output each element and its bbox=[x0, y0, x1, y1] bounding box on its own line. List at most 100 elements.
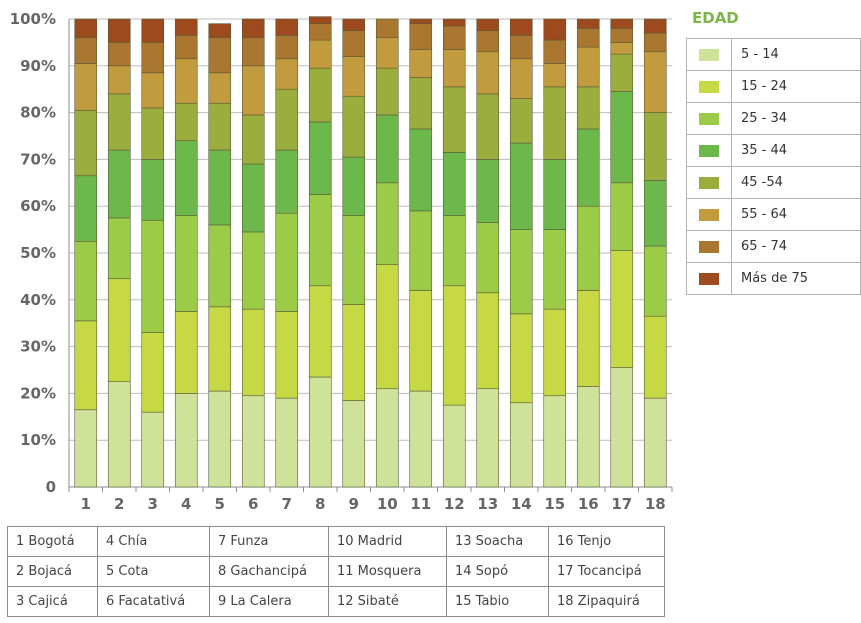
x-tick-label: 13 bbox=[477, 495, 498, 513]
bar-segment bbox=[375, 18, 399, 39]
bar-segment bbox=[509, 18, 533, 36]
bar-segment bbox=[107, 42, 131, 67]
city-cell: 2 Bojacá bbox=[7, 556, 98, 587]
legend-entry: 45 -54 bbox=[686, 166, 861, 199]
bar-segment bbox=[442, 404, 466, 488]
city-cell: 9 La Calera bbox=[209, 586, 329, 617]
bar-segment bbox=[375, 67, 399, 116]
legend-label: 45 -54 bbox=[731, 166, 861, 199]
city-cell: 15 Tabio bbox=[446, 586, 549, 617]
legend-entry: 15 - 24 bbox=[686, 70, 861, 103]
legend-swatch-cell bbox=[686, 230, 732, 263]
city-row: 3 Cajicá 6 Facatativá 9 La Calera 12 Sibaté… bbox=[7, 586, 665, 617]
x-tick-label: 14 bbox=[511, 495, 532, 513]
bar-segment bbox=[74, 320, 98, 411]
bar-segment bbox=[643, 112, 667, 181]
bar-segment bbox=[208, 23, 232, 39]
bar-segment bbox=[141, 159, 165, 221]
city-cell: 17 Tocancipá bbox=[548, 556, 665, 587]
bar-segment bbox=[409, 23, 433, 50]
bar-segment bbox=[208, 306, 232, 392]
bar-segment bbox=[308, 285, 332, 378]
bar-segment bbox=[610, 91, 634, 184]
bar-segment bbox=[308, 39, 332, 69]
bar-segment bbox=[241, 37, 265, 67]
bar-segment bbox=[543, 18, 567, 41]
city-cell: 7 Funza bbox=[209, 526, 329, 557]
bar-segment bbox=[107, 217, 131, 280]
legend-swatch bbox=[699, 112, 719, 125]
legend-swatch bbox=[699, 176, 719, 189]
city-row: 1 Bogotá 4 Chía 7 Funza 10 Madrid 13 Soacha 1… bbox=[7, 526, 665, 557]
bar-segment bbox=[275, 18, 299, 36]
city-cell: 5 Cota bbox=[97, 556, 210, 587]
bar-segment bbox=[342, 18, 366, 31]
city-cell: 14 Sopó bbox=[446, 556, 549, 587]
bar-segment bbox=[141, 107, 165, 160]
legend-swatch bbox=[699, 240, 719, 253]
bar-segment bbox=[409, 18, 433, 24]
y-tick-label: 40% bbox=[20, 291, 56, 309]
legend-swatch-cell bbox=[686, 102, 732, 135]
bar-segment bbox=[107, 381, 131, 488]
bar-segment bbox=[308, 376, 332, 488]
bar-segment bbox=[643, 245, 667, 317]
bar-segment bbox=[409, 77, 433, 130]
bar-segment bbox=[241, 231, 265, 310]
y-tick-label: 70% bbox=[20, 150, 56, 168]
bar-segment bbox=[476, 159, 500, 223]
legend-swatch bbox=[699, 144, 719, 157]
bar-segment bbox=[610, 18, 634, 29]
x-tick-label: 2 bbox=[114, 495, 124, 513]
city-key-table: 1 Bogotá 4 Chía 7 Funza 10 Madrid 13 Soacha 1… bbox=[7, 526, 665, 617]
bar-segment bbox=[643, 32, 667, 53]
bar-segment bbox=[442, 25, 466, 50]
bar-segment bbox=[509, 98, 533, 144]
x-tick-label: 18 bbox=[645, 495, 666, 513]
bar-segment bbox=[576, 46, 600, 88]
bar-segment bbox=[375, 388, 399, 488]
bar-segment bbox=[509, 402, 533, 488]
legend-swatch bbox=[699, 80, 719, 93]
bar-segment bbox=[275, 397, 299, 488]
x-tick-label: 7 bbox=[282, 495, 292, 513]
y-tick-label: 50% bbox=[20, 244, 56, 262]
legend-swatch-cell bbox=[686, 166, 732, 199]
bar-segment bbox=[174, 35, 198, 60]
x-tick-label: 4 bbox=[181, 495, 191, 513]
city-cell: 12 Sibaté bbox=[328, 586, 447, 617]
bar-segment bbox=[141, 72, 165, 109]
bar-segment bbox=[409, 290, 433, 392]
bar-segment bbox=[509, 35, 533, 60]
bar-segment bbox=[275, 88, 299, 151]
x-tick-label: 15 bbox=[544, 495, 565, 513]
bar-segment bbox=[476, 222, 500, 294]
bar-segment bbox=[442, 49, 466, 88]
bar-segment bbox=[141, 411, 165, 488]
bar-segment bbox=[610, 250, 634, 368]
bar-segment bbox=[308, 194, 332, 287]
bar-segment bbox=[509, 142, 533, 230]
bar-segment bbox=[476, 93, 500, 160]
bar-segment bbox=[576, 18, 600, 29]
city-cell: 4 Chía bbox=[97, 526, 210, 557]
legend-title: EDAD bbox=[692, 9, 739, 27]
bar-segment bbox=[275, 149, 299, 214]
legend-swatch-cell bbox=[686, 70, 732, 103]
legend: 5 - 14 15 - 24 25 - 34 35 - 44 45 -54 55 - 64… bbox=[686, 38, 861, 295]
bar-segment bbox=[643, 315, 667, 399]
x-tick-label: 6 bbox=[248, 495, 258, 513]
bar-segment bbox=[74, 37, 98, 64]
bar-segment bbox=[476, 292, 500, 390]
bar-segment bbox=[342, 400, 366, 488]
bar-segment bbox=[241, 65, 265, 116]
bar-segment bbox=[74, 241, 98, 322]
bar-segment bbox=[107, 149, 131, 219]
bar-segment bbox=[174, 140, 198, 216]
bar-segment bbox=[174, 18, 198, 36]
y-tick-label: 80% bbox=[20, 104, 56, 122]
bar-segment bbox=[174, 102, 198, 141]
bar-segment bbox=[409, 210, 433, 291]
city-cell: 6 Facatativá bbox=[97, 586, 210, 617]
bar-segment bbox=[643, 18, 667, 34]
